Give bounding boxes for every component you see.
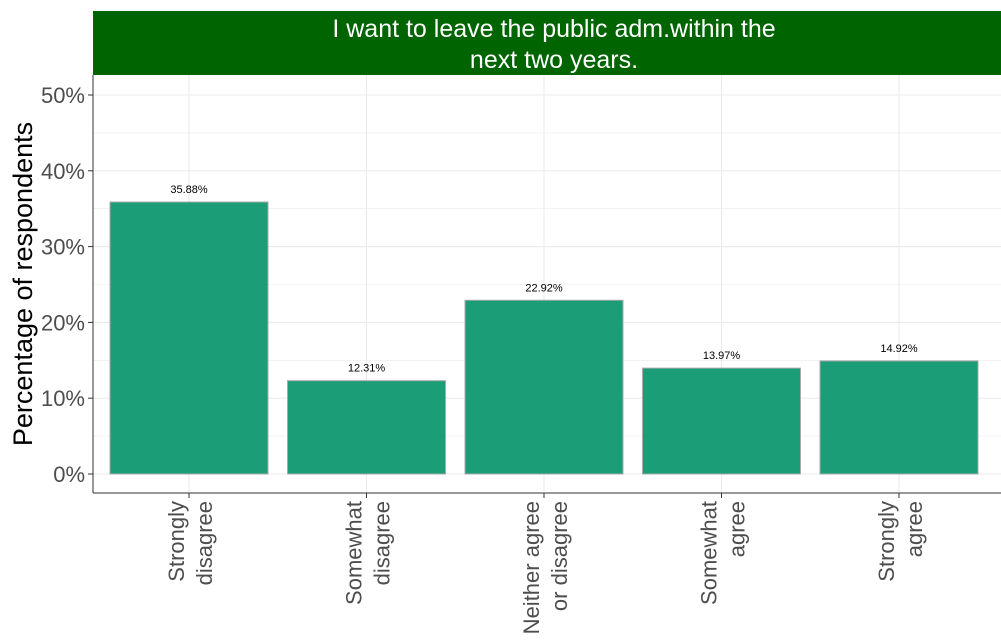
bar-2 bbox=[287, 380, 446, 475]
data-label-4: 13.97% bbox=[703, 350, 741, 362]
x-tick-text: Somewhat agree bbox=[697, 501, 750, 605]
x-tick-label-3: Neither agree or disagree bbox=[519, 501, 572, 634]
x-tick-text: Neither agree or disagree bbox=[519, 501, 572, 634]
data-label-3: 22.92% bbox=[525, 282, 563, 294]
x-tick-line: Somewhat bbox=[342, 501, 367, 605]
chart-title-line-1: I want to leave the public adm.within th… bbox=[332, 15, 775, 43]
x-tick-line: Somewhat bbox=[697, 501, 722, 605]
x-tick-text: Somewhat disagree bbox=[342, 501, 395, 605]
chart-title-line-2: next two years. bbox=[470, 46, 638, 74]
y-axis-label: Percentage of respondents bbox=[8, 122, 38, 446]
bars bbox=[109, 201, 979, 475]
bar-3 bbox=[464, 299, 624, 475]
x-tick-label-1: Strongly disagree bbox=[164, 501, 217, 585]
x-tick-label-2: Somewhat disagree bbox=[342, 501, 395, 605]
y-axis-ticks: 0% 10% 20% 30% 40% 50% bbox=[41, 83, 93, 487]
y-tick-label: 20% bbox=[41, 310, 85, 335]
x-tick-line: agree bbox=[902, 501, 927, 557]
y-tick-label: 40% bbox=[41, 159, 85, 184]
chart-title-band bbox=[93, 11, 1001, 75]
x-tick-line: disagree bbox=[370, 501, 395, 585]
bar-1 bbox=[109, 201, 269, 475]
y-tick-label: 50% bbox=[41, 83, 85, 108]
x-tick-line: Strongly bbox=[874, 501, 899, 582]
x-axis-ticks: Strongly disagree Somewhat disagree Neither … bbox=[164, 493, 927, 634]
data-label-5: 14.92% bbox=[880, 343, 918, 355]
bar-5 bbox=[819, 360, 979, 475]
data-label-2: 12.31% bbox=[348, 363, 386, 375]
bar-4 bbox=[642, 367, 801, 475]
x-tick-label-4: Somewhat agree bbox=[697, 501, 750, 605]
x-tick-text: Strongly disagree bbox=[164, 501, 217, 585]
x-tick-label-5: Strongly agree bbox=[874, 501, 927, 582]
x-tick-line: or disagree bbox=[547, 501, 572, 611]
y-tick-label: 0% bbox=[53, 462, 85, 487]
x-tick-line: disagree bbox=[192, 501, 217, 585]
x-tick-line: Neither agree bbox=[519, 501, 544, 634]
x-tick-text: Strongly agree bbox=[874, 501, 927, 582]
y-tick-label: 10% bbox=[41, 386, 85, 411]
data-labels: 35.88% 12.31% 22.92% 13.97% 14.92% bbox=[170, 184, 918, 375]
x-tick-line: Strongly bbox=[164, 501, 189, 582]
x-tick-line: agree bbox=[725, 501, 750, 557]
data-label-1: 35.88% bbox=[170, 184, 208, 196]
y-tick-label: 30% bbox=[41, 235, 85, 260]
